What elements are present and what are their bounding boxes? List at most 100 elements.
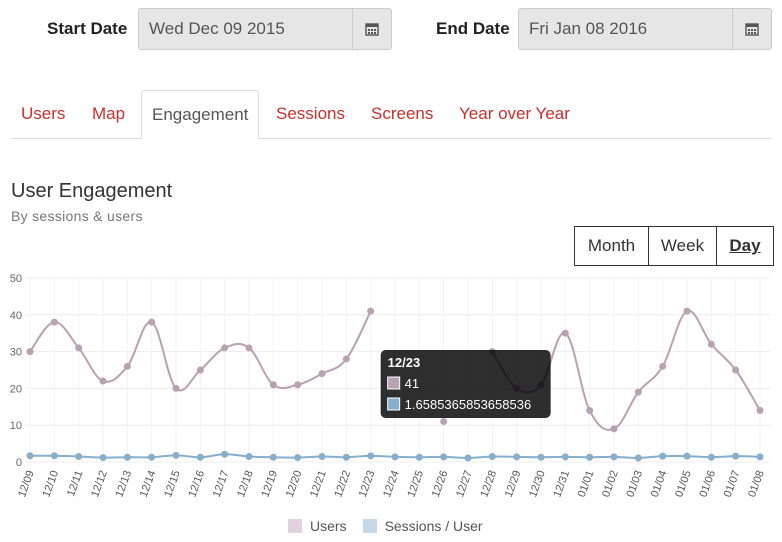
x-tick-label: 12/24 (381, 469, 402, 499)
users-data-point (440, 418, 448, 426)
x-tick-label: 01/07 (722, 469, 743, 499)
x-tick-label: 12/21 (308, 469, 329, 499)
start-date-value[interactable]: Wed Dec 09 2015 (149, 19, 285, 38)
users-data-point (732, 366, 740, 374)
x-tick-label: 01/06 (697, 469, 718, 499)
users-data-point (561, 329, 569, 337)
sessions-data-point (683, 452, 691, 460)
users-data-point (294, 381, 302, 389)
sessions-data-point (342, 453, 350, 461)
x-tick-label: 12/26 (430, 469, 451, 499)
sessions-data-point (634, 454, 642, 462)
tab-map[interactable]: Map (92, 104, 126, 123)
legend-users-swatch[interactable] (288, 519, 302, 533)
end-date-picker[interactable]: Fri Jan 08 2016 (518, 8, 772, 50)
chart-legend: Users Sessions / User (288, 518, 483, 534)
users-data-point (172, 384, 180, 392)
sessions-data-point (269, 453, 277, 461)
sessions-data-point (464, 454, 472, 462)
start-date-picker[interactable]: Wed Dec 09 2015 (138, 8, 392, 50)
sessions-data-point (513, 453, 521, 461)
y-tick-label: 30 (10, 347, 22, 359)
legend-sessions-label[interactable]: Sessions / User (384, 518, 483, 534)
sessions-data-point (756, 453, 764, 461)
chart-tooltip: 12/23 41 1.6585365853658536 (380, 350, 551, 418)
x-tick-label: 12/17 (211, 469, 232, 499)
users-data-point (610, 425, 618, 433)
x-tick-label: 01/01 (576, 469, 597, 499)
y-tick-label: 40 (10, 310, 22, 322)
users-data-point (196, 366, 204, 374)
calendar-icon[interactable] (732, 9, 771, 49)
sessions-data-point (172, 451, 180, 459)
sessions-data-point (537, 453, 545, 461)
users-data-point (26, 348, 34, 356)
x-tick-label: 12/11 (65, 469, 85, 498)
users-data-point (99, 377, 107, 385)
y-tick-label: 0 (16, 457, 22, 469)
x-tick-label: 12/09 (16, 469, 37, 499)
sessions-data-point (26, 452, 34, 460)
x-tick-label: 12/31 (551, 469, 572, 499)
x-tick-label: 01/05 (673, 469, 694, 499)
y-tick-label: 50 (10, 273, 22, 285)
day-button[interactable]: Day (716, 226, 774, 266)
tab-engagement[interactable]: Engagement (141, 90, 260, 139)
users-data-point (123, 362, 131, 370)
users-data-point (367, 307, 375, 315)
report-tabs: Users Map Engagement Sessions Screens Ye… (11, 90, 771, 139)
users-data-point (269, 381, 277, 389)
tooltip-users-swatch (387, 376, 401, 390)
users-data-point (75, 344, 83, 352)
sessions-data-point (294, 454, 302, 462)
sessions-data-point (196, 453, 204, 461)
x-tick-label: 01/02 (600, 469, 621, 499)
x-tick-label: 12/23 (357, 469, 378, 499)
tab-sessions[interactable]: Sessions (276, 104, 345, 123)
x-tick-label: 12/16 (186, 469, 207, 499)
y-tick-label: 20 (10, 383, 22, 395)
sessions-data-point (707, 453, 715, 461)
sessions-data-point (148, 453, 156, 461)
tooltip-users-value: 41 (405, 376, 419, 391)
sessions-data-point (318, 452, 326, 460)
calendar-icon[interactable] (352, 9, 391, 49)
end-date-label: End Date (436, 19, 510, 38)
x-tick-label: 12/19 (259, 469, 280, 499)
sessions-data-point (221, 450, 229, 458)
start-date-label: Start Date (47, 19, 128, 38)
x-tick-label: 12/15 (162, 469, 183, 499)
tab-year-over-year[interactable]: Year over Year (459, 104, 570, 123)
tab-users[interactable]: Users (21, 104, 66, 123)
tooltip-title: 12/23 (388, 355, 421, 370)
chart-subtitle: By sessions & users (11, 208, 143, 224)
users-data-point (586, 406, 594, 414)
x-tick-label: 01/04 (649, 469, 670, 499)
x-tick-label: 12/18 (235, 469, 256, 499)
x-tick-label: 12/10 (40, 469, 61, 499)
week-button[interactable]: Week (648, 226, 717, 266)
sessions-data-point (75, 452, 83, 460)
x-tick-label: 12/25 (405, 469, 426, 499)
sessions-data-point (123, 453, 131, 461)
users-data-point (707, 340, 715, 348)
chart-title: User Engagement (11, 180, 173, 202)
users-data-point (318, 370, 326, 378)
x-tick-label: 12/20 (284, 469, 305, 499)
sessions-data-point (367, 452, 375, 460)
x-tick-label: 12/27 (454, 469, 475, 499)
users-data-point (50, 318, 58, 326)
legend-users-label[interactable]: Users (310, 518, 347, 534)
end-date-value[interactable]: Fri Jan 08 2016 (529, 19, 648, 38)
granularity-toggle: Month Week Day (574, 226, 774, 266)
month-button[interactable]: Month (574, 226, 649, 266)
x-tick-label: 12/22 (332, 469, 353, 499)
x-tick-label: 12/12 (89, 469, 110, 499)
sessions-data-point (415, 453, 423, 461)
y-tick-label: 10 (10, 420, 22, 432)
tab-screens[interactable]: Screens (371, 104, 434, 123)
users-data-point (245, 344, 253, 352)
sessions-data-point (99, 454, 107, 462)
legend-sessions-swatch[interactable] (362, 519, 377, 533)
users-data-point (634, 388, 642, 396)
